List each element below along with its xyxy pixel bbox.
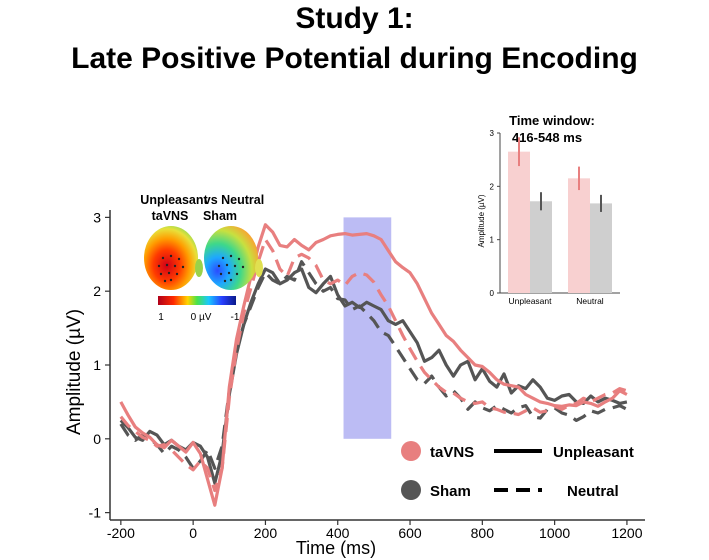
bar-inset: Time window: 416-548 ms Amplitude (µV) 0…	[477, 113, 620, 306]
colorbar-mid-label: 0 µV	[191, 312, 212, 323]
x-tick-label: 600	[398, 525, 422, 541]
topomap-head-tavns	[144, 226, 203, 290]
electrode-dot	[225, 263, 229, 267]
y-tick-label: 0	[93, 431, 101, 447]
electrode-dot	[229, 278, 233, 282]
legend: taVNS Sham Unpleasant Neutral	[401, 441, 634, 500]
topomap-label-vs-neutral: vs Neutral	[204, 193, 264, 207]
main-plot-axes: -1 0 1 2 3 -200 0 200 400 600 800 1000 1200	[89, 209, 645, 541]
legend-tavns-label: taVNS	[430, 444, 474, 461]
electrode-dot	[157, 264, 161, 268]
x-tick-label: 1200	[611, 525, 642, 541]
electrode-dot	[159, 272, 163, 276]
legend-neutral-label: Neutral	[567, 483, 619, 500]
series-line-sham-unpleasant	[119, 267, 628, 485]
bar-sham-unpleasant	[530, 201, 552, 293]
electrode-dot	[181, 265, 185, 269]
topomap-inset: Unpleasant vs Neutral taVNS Sham 1 0 µV …	[140, 193, 264, 323]
legend-sham-label: Sham	[430, 483, 471, 500]
electrode-dot	[165, 263, 169, 267]
electrode-dot	[241, 265, 245, 269]
colorbar-max-label: 1	[158, 312, 164, 323]
electrode-dot	[177, 257, 181, 261]
topomap-label-unpleasant: Unpleasant	[140, 193, 208, 207]
electrode-dot	[221, 256, 225, 260]
topomap-electrodes	[157, 254, 245, 283]
y-tick-label: 1	[93, 357, 101, 373]
bar-inset-subtitle: 416-548 ms	[512, 130, 582, 145]
topomap-label-tavns: taVNS	[152, 209, 189, 223]
y-tick-label: 2	[93, 283, 101, 299]
topomap-label-sham: Sham	[203, 209, 237, 223]
series-line-tavns-unpleasant	[119, 223, 628, 507]
electrode-dot	[235, 272, 239, 276]
bar-tavns-neutral	[568, 178, 590, 293]
y-tick-label: 3	[93, 209, 101, 225]
electrode-dot	[161, 256, 165, 260]
figure-title-line1: Study 1:	[295, 2, 414, 35]
figure-title-line2: Late Positive Potential during Encoding	[71, 42, 638, 75]
bar-inset-title: Time window:	[509, 113, 595, 128]
legend-tavns-marker	[401, 441, 421, 461]
bar-inset-bars: Unpleasant Neutral	[508, 137, 612, 306]
electrode-dot	[217, 264, 221, 268]
main-plot-lines	[119, 223, 628, 507]
bar-category-label: Neutral	[576, 296, 604, 306]
x-tick-label: 1000	[539, 525, 570, 541]
electrode-dot	[163, 279, 167, 283]
electrode-dot	[233, 264, 237, 268]
main-y-axis-label: Amplitude (µV)	[64, 309, 85, 435]
bar-category-label: Unpleasant	[508, 296, 552, 306]
electrode-dot	[219, 272, 223, 276]
topomap-head-sham	[204, 226, 263, 290]
x-tick-label: 0	[189, 525, 197, 541]
bar-y-tick-label: 2	[490, 182, 495, 191]
bar-inset-y-label: Amplitude (µV)	[477, 194, 486, 247]
bar-sham-neutral	[590, 203, 612, 293]
electrode-dot	[173, 264, 177, 268]
x-tick-label: -200	[107, 525, 135, 541]
electrode-dot	[169, 254, 173, 258]
y-tick-label: -1	[89, 505, 102, 521]
legend-unpleasant-label: Unpleasant	[553, 444, 634, 461]
electrode-dot	[167, 271, 171, 275]
electrode-dot	[237, 257, 241, 261]
bar-y-tick-label: 1	[490, 236, 495, 245]
x-tick-label: 200	[254, 525, 278, 541]
bar-y-tick-label: 3	[490, 129, 495, 138]
electrode-dot	[169, 278, 173, 282]
x-tick-label: 400	[326, 525, 350, 541]
x-tick-label: 800	[471, 525, 495, 541]
electrode-dot	[229, 254, 233, 258]
electrode-dot	[223, 279, 227, 283]
time-window-highlight	[343, 217, 392, 439]
colorbar-min-label: -1	[231, 312, 240, 323]
electrode-dot	[227, 271, 231, 275]
electrode-dot	[175, 272, 179, 276]
bar-y-tick-label: 0	[490, 289, 495, 298]
topomap-colorbar	[158, 296, 236, 305]
bar-tavns-unpleasant	[508, 151, 530, 293]
legend-sham-marker	[401, 480, 421, 500]
main-x-axis-label: Time (ms)	[296, 538, 376, 558]
